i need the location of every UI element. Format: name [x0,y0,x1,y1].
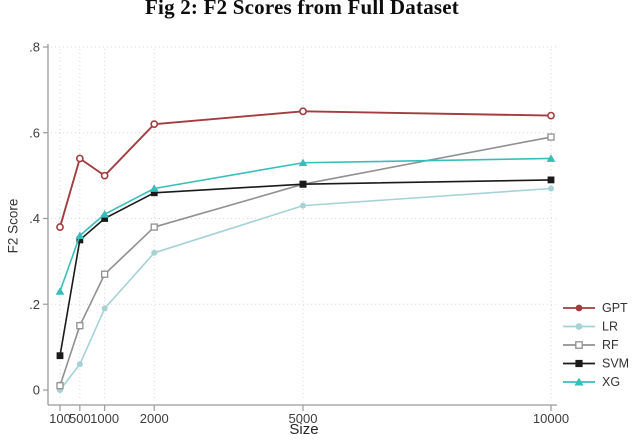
gpt-marker [547,111,555,120]
legend-marker [575,304,583,312]
svm-marker [150,189,158,197]
legend-item-rf: RF [563,338,619,352]
lr-marker [101,305,108,312]
rf-marker [150,223,158,231]
series-line-lr [59,187,552,391]
y-tick-label: 0 [33,383,40,398]
legend-marker [575,341,583,349]
xg-marker [546,154,556,162]
series-line-svm [59,179,552,356]
rf-marker [100,270,109,278]
legend-item-gpt: GPT [563,301,628,315]
x-tick-label: 1000 [90,411,119,426]
xg-marker [55,287,65,295]
series-line-rf [59,136,552,386]
legend-label: GPT [602,301,628,315]
gpt-marker [75,154,84,163]
xg-marker [298,158,308,167]
rf-marker [547,133,555,141]
x-tick-label: 100 [49,411,71,426]
legend-marker [574,377,584,386]
svm-marker [101,215,109,222]
lr-marker [76,361,83,368]
x-axis-title: Size [289,421,319,438]
y-tick-label: .4 [29,211,40,226]
x-tick-label: 2000 [140,411,169,426]
xg-marker [149,184,159,192]
gpt-marker [100,171,109,180]
gpt-marker [56,223,64,231]
svm-marker [299,180,307,188]
rf-marker [76,322,84,330]
series-line-xg [59,157,552,292]
legend-marker [575,359,583,368]
legend-label: SVM [602,357,629,371]
legend-item-xg: XG [563,375,620,389]
x-tick-label: 500 [69,411,91,426]
lr-marker [300,202,307,209]
xg-marker [75,231,85,240]
legend-item-lr: LR [563,320,618,334]
svm-marker [547,176,555,184]
gpt-marker [150,120,159,129]
x-tick-label: 10000 [533,411,569,426]
lr-marker [548,185,554,192]
xg-marker [100,210,110,218]
legend-label: LR [602,320,618,334]
y-tick-label: .2 [29,297,40,312]
lr-marker [151,249,158,256]
svm-marker [56,352,64,360]
rf-marker [56,382,64,390]
chart-title: Fig 2: F2 Scores from Full Dataset [145,0,459,19]
svm-marker [76,236,84,244]
legend-marker [575,323,583,330]
legend-item-svm: SVM [563,357,629,371]
y-tick-label: .8 [29,40,40,55]
legend-label: XG [602,375,620,389]
legend-label: RF [602,338,619,352]
x-tick-label: 5000 [289,411,318,426]
gpt-marker [299,107,307,116]
series-line-gpt [59,110,552,228]
y-tick-label: .6 [29,125,40,140]
